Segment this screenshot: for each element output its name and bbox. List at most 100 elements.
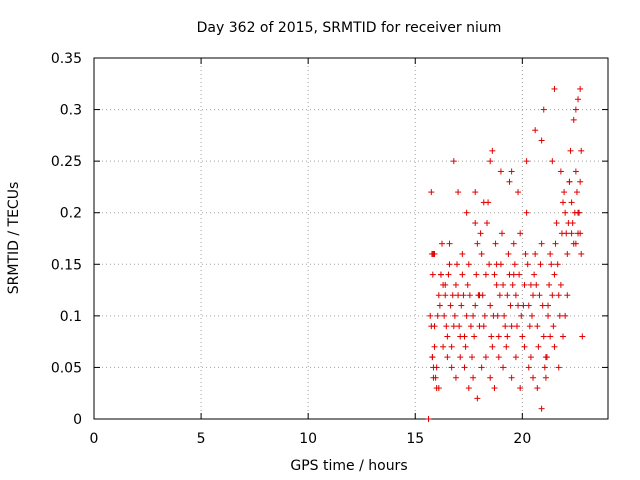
data-point [493,281,500,288]
data-point [511,261,518,268]
data-point [459,250,466,257]
data-point [489,147,496,154]
data-point [456,323,463,330]
data-point [519,333,526,340]
data-point [578,147,585,154]
data-point [487,158,494,165]
data-point [430,374,437,381]
data-point [516,271,523,278]
data-point [577,85,584,92]
data-point [541,364,548,371]
data-point [562,312,569,319]
data-point [431,343,438,350]
data-point [470,312,477,319]
y-tick-label: 0.25 [51,154,82,170]
x-tick-label: 15 [406,431,424,447]
data-point [429,271,436,278]
data-point [504,333,511,340]
data-point [427,312,434,319]
data-point [476,292,483,299]
data-point [470,374,477,381]
data-point [562,209,569,216]
data-point [572,168,579,175]
data-point [461,364,468,371]
data-point [521,281,528,288]
data-point [528,312,535,319]
data-point [495,333,502,340]
data-point [486,261,493,268]
data-points [425,85,586,422]
data-point [510,240,517,247]
data-point [518,312,525,319]
data-point [433,364,440,371]
data-point [557,281,564,288]
grid-lines [94,58,608,419]
data-point [557,168,564,175]
data-point [523,209,530,216]
data-point [566,178,573,185]
data-point [547,250,554,257]
data-point [532,250,539,257]
data-point [534,323,541,330]
data-point [477,230,484,237]
data-point [506,178,513,185]
data-point [447,302,454,309]
data-point [507,302,514,309]
data-point [482,271,489,278]
data-point [538,137,545,144]
data-point [570,116,577,123]
data-point [513,323,520,330]
data-point [444,333,451,340]
data-point [524,261,531,268]
data-point [498,230,505,237]
data-point [503,343,510,350]
data-point [487,374,494,381]
data-point [577,178,584,185]
data-point [537,261,544,268]
data-point [472,302,479,309]
data-point [551,343,558,350]
data-point [520,302,527,309]
data-point [546,281,553,288]
data-point [471,333,478,340]
x-tick-label: 5 [197,431,206,447]
data-point [521,343,528,350]
data-point [450,323,457,330]
data-point [482,354,489,361]
data-point [550,323,557,330]
data-point [483,220,490,227]
data-point [428,189,435,196]
data-point [505,250,512,257]
data-point [555,292,562,299]
data-point [481,312,488,319]
data-point [437,271,444,278]
data-point [561,189,568,196]
data-point [474,395,481,402]
data-point [549,292,556,299]
data-point [560,333,567,340]
data-point [457,354,464,361]
data-point [435,292,442,299]
data-point [533,281,540,288]
data-point [440,343,447,350]
data-point [525,302,532,309]
data-point [567,147,574,154]
data-point [429,354,436,361]
data-point [436,302,443,309]
data-point [530,374,537,381]
x-axis-title: GPS time / hours [290,458,407,474]
data-point [540,106,547,113]
data-point [466,292,473,299]
data-point [517,385,524,392]
data-point [480,323,487,330]
data-point [494,312,501,319]
data-point [515,302,522,309]
data-point [442,292,449,299]
data-point [449,292,456,299]
data-point [425,416,432,422]
data-point [555,364,562,371]
plot-frame [93,57,609,420]
data-point [549,158,556,165]
y-axis-title: SRMTID / TECUs [6,182,22,295]
x-tick-label: 20 [513,431,531,447]
